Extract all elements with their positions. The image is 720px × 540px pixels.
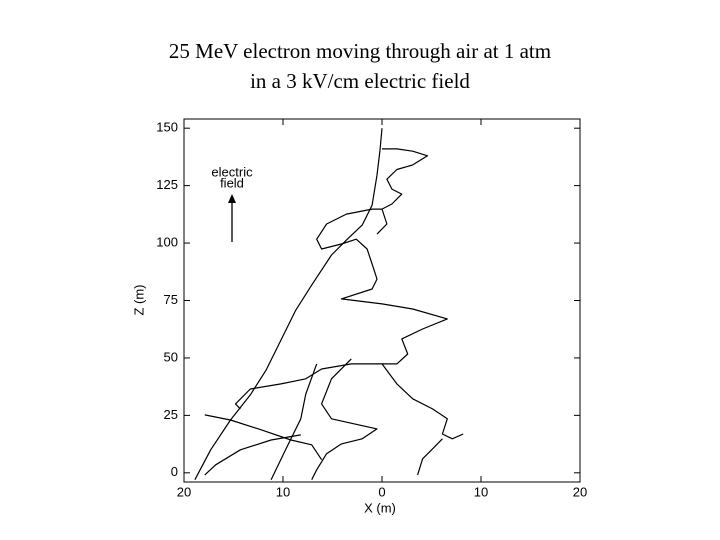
- y-tick-label: 25: [164, 407, 178, 422]
- x-tick-label: 20: [573, 484, 587, 499]
- y-tick-label: 125: [156, 177, 178, 192]
- trajectory: [311, 358, 378, 480]
- trajectory: [270, 363, 318, 480]
- arrow-head: [228, 194, 236, 203]
- y-axis-label: Z (m): [131, 284, 146, 315]
- trajectory: [316, 208, 448, 365]
- trajectory: [234, 363, 382, 410]
- annotation: electric: [211, 164, 253, 179]
- trajectory: [204, 414, 323, 461]
- chart-title: in a 3 kV/cm electric field: [250, 69, 470, 93]
- trajectory: [204, 434, 301, 476]
- trajectory: [417, 438, 443, 476]
- annotation: field: [220, 175, 244, 190]
- x-tick-label: 10: [474, 484, 488, 499]
- x-tick-label: 20: [177, 484, 191, 499]
- trajectory: [381, 363, 464, 440]
- y-tick-label: 0: [171, 464, 178, 479]
- x-tick-label: 0: [378, 484, 385, 499]
- trajectory: [376, 148, 429, 235]
- y-tick-label: 100: [156, 235, 178, 250]
- y-tick-label: 75: [164, 292, 178, 307]
- y-tick-label: 150: [156, 120, 178, 135]
- x-axis-label: X (m): [364, 500, 396, 515]
- x-tick-label: 10: [276, 484, 290, 499]
- y-tick-label: 50: [164, 349, 178, 364]
- trajectory: [194, 128, 383, 480]
- chart-title: 25 MeV electron moving through air at 1 …: [169, 39, 551, 63]
